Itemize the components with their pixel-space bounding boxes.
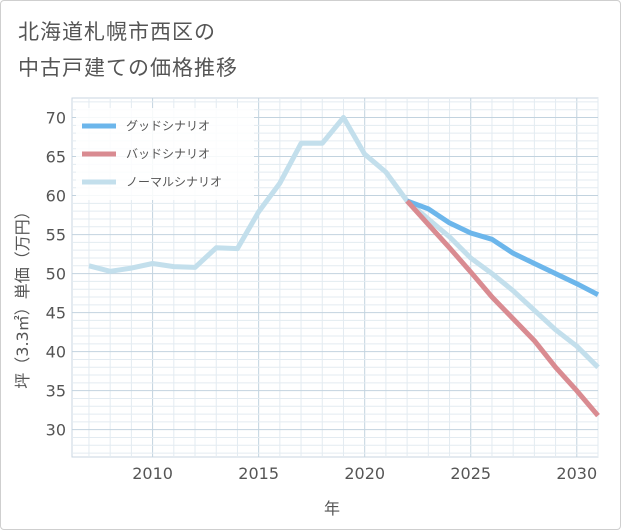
- y-tick-label: 35: [46, 382, 66, 401]
- y-tick-label: 40: [46, 343, 66, 362]
- series-line-2: [88, 115, 600, 370]
- y-tick-label: 70: [46, 109, 66, 128]
- y-tick-label: 45: [46, 304, 66, 323]
- x-axis-ticks: 2010 2015 2020 2025 2030: [132, 464, 597, 483]
- series-line-1: [405, 199, 600, 418]
- chart-title-line2: 中古戸建ての価格推移: [18, 56, 238, 80]
- series-line-0: [406, 198, 600, 297]
- legend-label-0: グッドシナリオ: [126, 119, 210, 133]
- x-tick-label: 2020: [344, 464, 385, 483]
- x-tick-label: 2015: [238, 464, 279, 483]
- x-tick-label: 2025: [450, 464, 491, 483]
- y-axis-title: 坪（3.3㎡）単価（万円）: [13, 203, 32, 388]
- y-tick-label: 30: [46, 421, 66, 440]
- chart-title: 北海道札幌市西区の 中古戸建ての価格推移: [18, 14, 238, 86]
- x-tick-label: 2030: [556, 464, 597, 483]
- x-axis-title: 年: [324, 499, 340, 518]
- y-tick-label: 55: [46, 226, 66, 245]
- series-lines: [88, 115, 600, 418]
- y-tick-label: 60: [46, 187, 66, 206]
- legend-label-2: ノーマルシナリオ: [126, 175, 222, 189]
- legend-label-1: バッドシナリオ: [126, 147, 210, 161]
- x-tick-label: 2010: [132, 464, 173, 483]
- y-tick-label: 50: [46, 265, 66, 284]
- y-axis-ticks: 30 35 40 45 50 55 60 65 70: [46, 109, 66, 440]
- y-tick-label: 65: [46, 148, 66, 167]
- chart-title-line1: 北海道札幌市西区の: [18, 20, 216, 44]
